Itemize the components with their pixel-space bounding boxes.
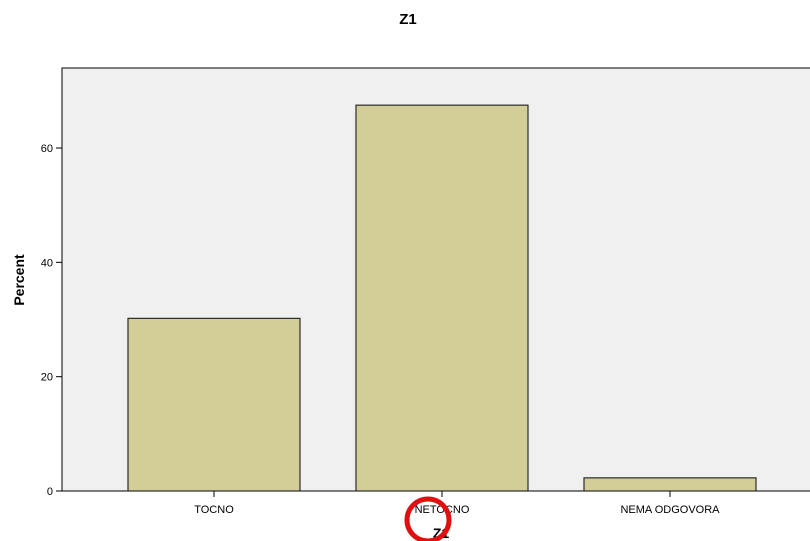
bar-netocno: [355, 104, 529, 492]
y-axis: 0 20 40 60: [41, 143, 62, 498]
x-tick-label-netocno: NETOCNO: [415, 504, 470, 516]
x-axis: TOCNO NETOCNO NEMA ODGOVORA: [194, 491, 720, 516]
chart-title: Z1: [399, 11, 417, 28]
y-tick-label-60: 60: [41, 143, 53, 155]
y-tick-label-0: 0: [47, 486, 53, 498]
y-tick-label-40: 40: [41, 257, 53, 269]
red-circle-annotation: [404, 496, 452, 541]
y-tick-label-20: 20: [41, 372, 53, 384]
x-tick-label-tocno: TOCNO: [194, 504, 234, 516]
y-axis-label: Percent: [11, 254, 27, 306]
bar-tocno: [127, 317, 301, 492]
x-tick-label-nema-odgovora: NEMA ODGOVORA: [620, 504, 720, 516]
bar-nema-odgovora: [583, 477, 757, 492]
